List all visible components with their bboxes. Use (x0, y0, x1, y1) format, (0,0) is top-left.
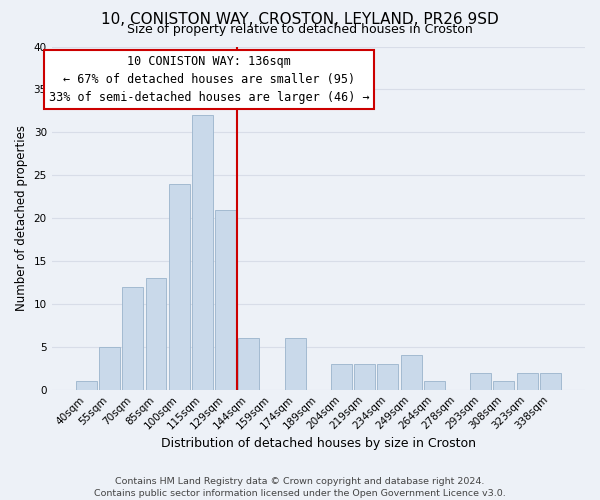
Bar (215, 210, 236, 390)
Bar (122, 287, 143, 390)
Bar (192, 115, 213, 390)
X-axis label: Distribution of detached houses by size in Croston: Distribution of detached houses by size … (161, 437, 476, 450)
Bar (76, 381, 97, 390)
Text: 10, CONISTON WAY, CROSTON, LEYLAND, PR26 9SD: 10, CONISTON WAY, CROSTON, LEYLAND, PR26… (101, 12, 499, 28)
Bar (540, 372, 561, 390)
Bar (331, 364, 352, 390)
Bar (493, 381, 514, 390)
Bar (377, 364, 398, 390)
Y-axis label: Number of detached properties: Number of detached properties (15, 125, 28, 311)
Bar (517, 372, 538, 390)
Text: Contains HM Land Registry data © Crown copyright and database right 2024.
Contai: Contains HM Land Registry data © Crown c… (94, 476, 506, 498)
Text: 10 CONISTON WAY: 136sqm
← 67% of detached houses are smaller (95)
33% of semi-de: 10 CONISTON WAY: 136sqm ← 67% of detache… (49, 55, 370, 104)
Bar (401, 356, 422, 390)
Bar (146, 278, 166, 390)
Bar (424, 381, 445, 390)
Bar (238, 338, 259, 390)
Bar (284, 338, 305, 390)
Bar (169, 184, 190, 390)
Bar (470, 372, 491, 390)
Bar (99, 347, 120, 390)
Bar (354, 364, 375, 390)
Text: Size of property relative to detached houses in Croston: Size of property relative to detached ho… (127, 22, 473, 36)
